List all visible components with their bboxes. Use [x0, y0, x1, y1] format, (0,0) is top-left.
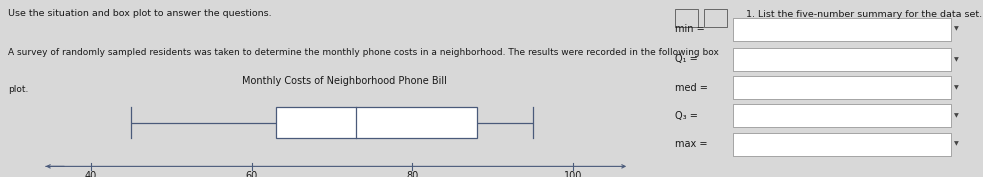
Text: Q₁ =: Q₁ =: [675, 54, 698, 64]
Text: ▼: ▼: [954, 142, 958, 147]
Text: ▼: ▼: [954, 57, 958, 62]
Text: min =: min =: [675, 24, 705, 34]
Bar: [704, 9, 726, 27]
Text: Q₃ =: Q₃ =: [675, 111, 698, 121]
Bar: [733, 18, 951, 41]
Bar: [733, 76, 951, 99]
Text: A survey of randomly sampled residents was taken to determine the monthly phone : A survey of randomly sampled residents w…: [8, 48, 719, 57]
Bar: [733, 48, 951, 71]
Text: 1. List the five-number summary for the data set.: 1. List the five-number summary for the …: [746, 10, 982, 19]
Text: ▼: ▼: [954, 27, 958, 32]
Text: med =: med =: [675, 83, 708, 93]
Bar: [276, 107, 477, 138]
Text: Use the situation and box plot to answer the questions.: Use the situation and box plot to answer…: [8, 9, 271, 18]
Title: Monthly Costs of Neighborhood Phone Bill: Monthly Costs of Neighborhood Phone Bill: [242, 76, 446, 86]
Text: ▼: ▼: [954, 113, 958, 118]
Bar: [675, 9, 698, 27]
Bar: [733, 133, 951, 156]
Text: ▼: ▼: [954, 85, 958, 90]
Text: max =: max =: [675, 139, 708, 149]
Bar: [733, 104, 951, 127]
Text: plot.: plot.: [8, 85, 29, 94]
